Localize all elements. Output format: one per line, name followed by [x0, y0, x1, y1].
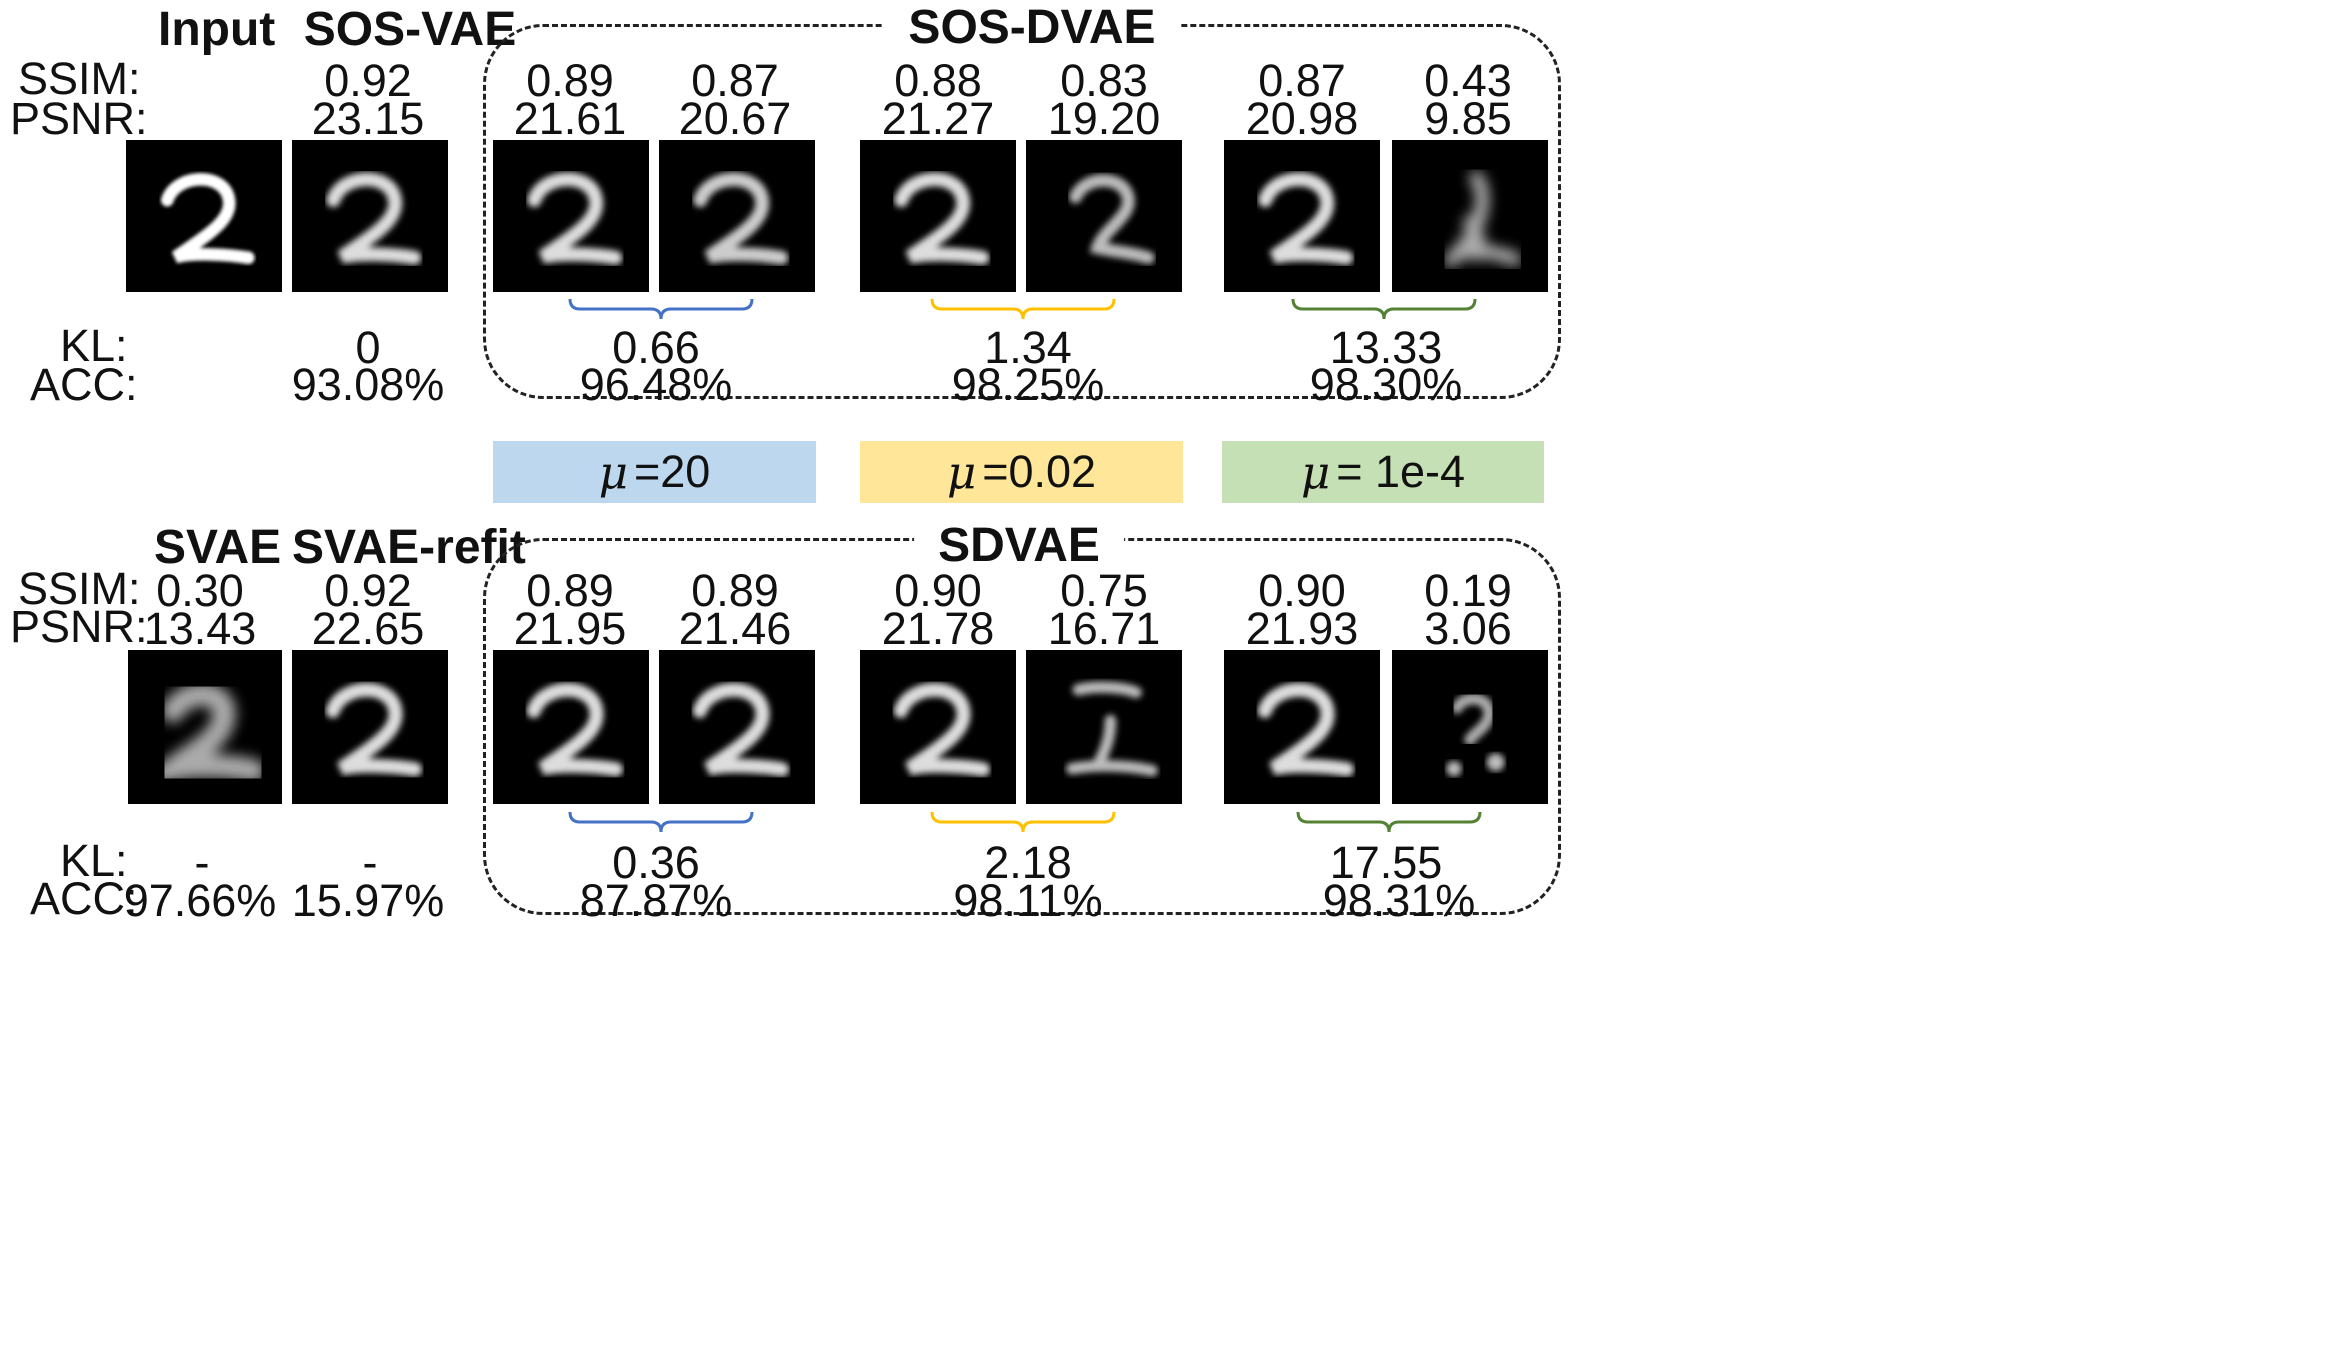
mu-legend-yellow: μ =0.02	[860, 441, 1183, 503]
sos-dvae-2a-psnr: 21.27	[881, 93, 995, 144]
sdvae-3-acc: 98.31%	[1322, 875, 1476, 926]
sos-dvae-3a-psnr: 20.98	[1245, 93, 1359, 144]
sdvae-1a-psnr: 21.95	[513, 603, 627, 654]
sos-vae-digit-image	[292, 140, 448, 292]
row-label-acc-top: ACC:	[30, 359, 138, 410]
svae-refit-digit-image	[292, 650, 448, 804]
sdvae-1a-image	[493, 650, 649, 804]
sos-dvae-1a-ssim: 0.89	[526, 55, 614, 106]
svae-acc: 97.66%	[123, 875, 277, 926]
sos-dvae-2a-image	[860, 140, 1016, 292]
row-label-psnr: PSNR:	[10, 93, 148, 144]
svae-kl: -	[194, 837, 210, 888]
svae-psnr: 13.43	[143, 603, 257, 654]
sdvae-group-title: SDVAE	[914, 522, 1124, 570]
sos-dvae-2a-ssim: 0.88	[894, 55, 982, 106]
svae-refit-kl: -	[362, 837, 378, 888]
input-digit-image	[126, 140, 282, 292]
sos-dvae-1b-ssim: 0.87	[691, 55, 779, 106]
sdvae-2a-image	[860, 650, 1016, 804]
sdvae-2a-psnr: 21.78	[881, 603, 995, 654]
brace-green-bottom	[1296, 811, 1482, 833]
sdvae-1-kl: 0.36	[612, 837, 700, 888]
svae-ssim: 0.30	[156, 565, 244, 616]
sdvae-3a-psnr: 21.93	[1245, 603, 1359, 654]
sdvae-1b-image	[659, 650, 815, 804]
sdvae-2-acc: 98.11%	[953, 875, 1103, 926]
brace-yellow-bottom	[930, 811, 1116, 833]
sdvae-2a-ssim: 0.90	[894, 565, 982, 616]
mu-symbol: μ	[598, 445, 628, 499]
row-label-ssim-bottom: SSIM:	[18, 563, 141, 614]
svae-digit-image	[128, 650, 282, 804]
sos-dvae-3-kl: 13.33	[1329, 322, 1443, 373]
brace-blue-bottom	[568, 811, 754, 833]
row-label-kl-bottom: KL:	[60, 835, 128, 886]
sos-dvae-2b-image	[1026, 140, 1182, 292]
sos-dvae-3-acc: 98.30%	[1309, 359, 1463, 410]
header-input: Input	[158, 3, 276, 56]
sdvae-1b-psnr: 21.46	[678, 603, 792, 654]
sos-dvae-1-acc: 96.48%	[579, 359, 733, 410]
mu-symbol: μ	[1300, 445, 1331, 499]
header-sos-vae: SOS-VAE	[303, 3, 517, 56]
brace-yellow-top	[930, 298, 1116, 320]
sdvae-1b-ssim: 0.89	[691, 565, 779, 616]
svae-refit-psnr: 22.65	[311, 603, 425, 654]
header-svae-refit: SVAE-refit	[292, 521, 526, 574]
sos-vae-ssim: 0.92	[324, 55, 412, 106]
sos-dvae-3b-image	[1392, 140, 1548, 292]
sdvae-1a-ssim: 0.89	[526, 565, 614, 616]
row-label-kl-top: KL:	[60, 320, 128, 371]
brace-blue-top	[568, 298, 754, 320]
sos-dvae-2b-psnr: 19.20	[1047, 93, 1161, 144]
sos-dvae-1-kl: 0.66	[612, 322, 700, 373]
brace-green-top	[1291, 298, 1477, 320]
sos-dvae-group-title: SOS-DVAE	[884, 4, 1180, 52]
sdvae-3b-image	[1392, 650, 1548, 804]
mu-value: = 1e-4	[1336, 446, 1466, 497]
mu-legend-blue: μ =20	[493, 441, 816, 503]
svae-refit-ssim: 0.92	[324, 565, 412, 616]
sos-vae-psnr: 23.15	[311, 93, 425, 144]
sos-dvae-2-acc: 98.25%	[951, 359, 1105, 410]
sdvae-3b-psnr: 3.06	[1424, 603, 1512, 654]
sos-dvae-1b-psnr: 20.67	[678, 93, 792, 144]
mu-value: =20	[633, 446, 711, 497]
mu-symbol: μ	[946, 445, 977, 499]
sdvae-3-kl: 17.55	[1329, 837, 1443, 888]
sos-dvae-1a-image	[493, 140, 649, 292]
sos-dvae-3a-ssim: 0.87	[1258, 55, 1346, 106]
row-label-acc-bottom: ACC:	[30, 873, 138, 924]
sdvae-1-acc: 87.87%	[579, 875, 733, 926]
sos-dvae-1a-psnr: 21.61	[513, 93, 627, 144]
sdvae-2b-ssim: 0.75	[1060, 565, 1148, 616]
sos-vae-acc: 93.08%	[291, 359, 445, 410]
row-label-psnr-bottom: PSNR:	[10, 601, 148, 652]
sdvae-3a-image	[1224, 650, 1380, 804]
sos-dvae-1b-image	[659, 140, 815, 292]
sos-dvae-2b-ssim: 0.83	[1060, 55, 1148, 106]
sos-dvae-2-kl: 1.34	[984, 322, 1072, 373]
mu-legend-green: μ = 1e-4	[1222, 441, 1544, 503]
sdvae-2-kl: 2.18	[984, 837, 1072, 888]
sdvae-2b-image	[1026, 650, 1182, 804]
sos-dvae-3a-image	[1224, 140, 1380, 292]
sdvae-2b-psnr: 16.71	[1047, 603, 1161, 654]
sos-dvae-3b-ssim: 0.43	[1424, 55, 1512, 106]
header-svae: SVAE	[154, 521, 282, 574]
mu-value: =0.02	[982, 446, 1097, 497]
sos-dvae-3b-psnr: 9.85	[1424, 93, 1512, 144]
svae-refit-acc: 15.97%	[291, 875, 445, 926]
sdvae-3b-ssim: 0.19	[1424, 565, 1512, 616]
sdvae-3a-ssim: 0.90	[1258, 565, 1346, 616]
row-label-ssim: SSIM:	[18, 53, 141, 104]
sos-vae-kl: 0	[355, 322, 381, 373]
